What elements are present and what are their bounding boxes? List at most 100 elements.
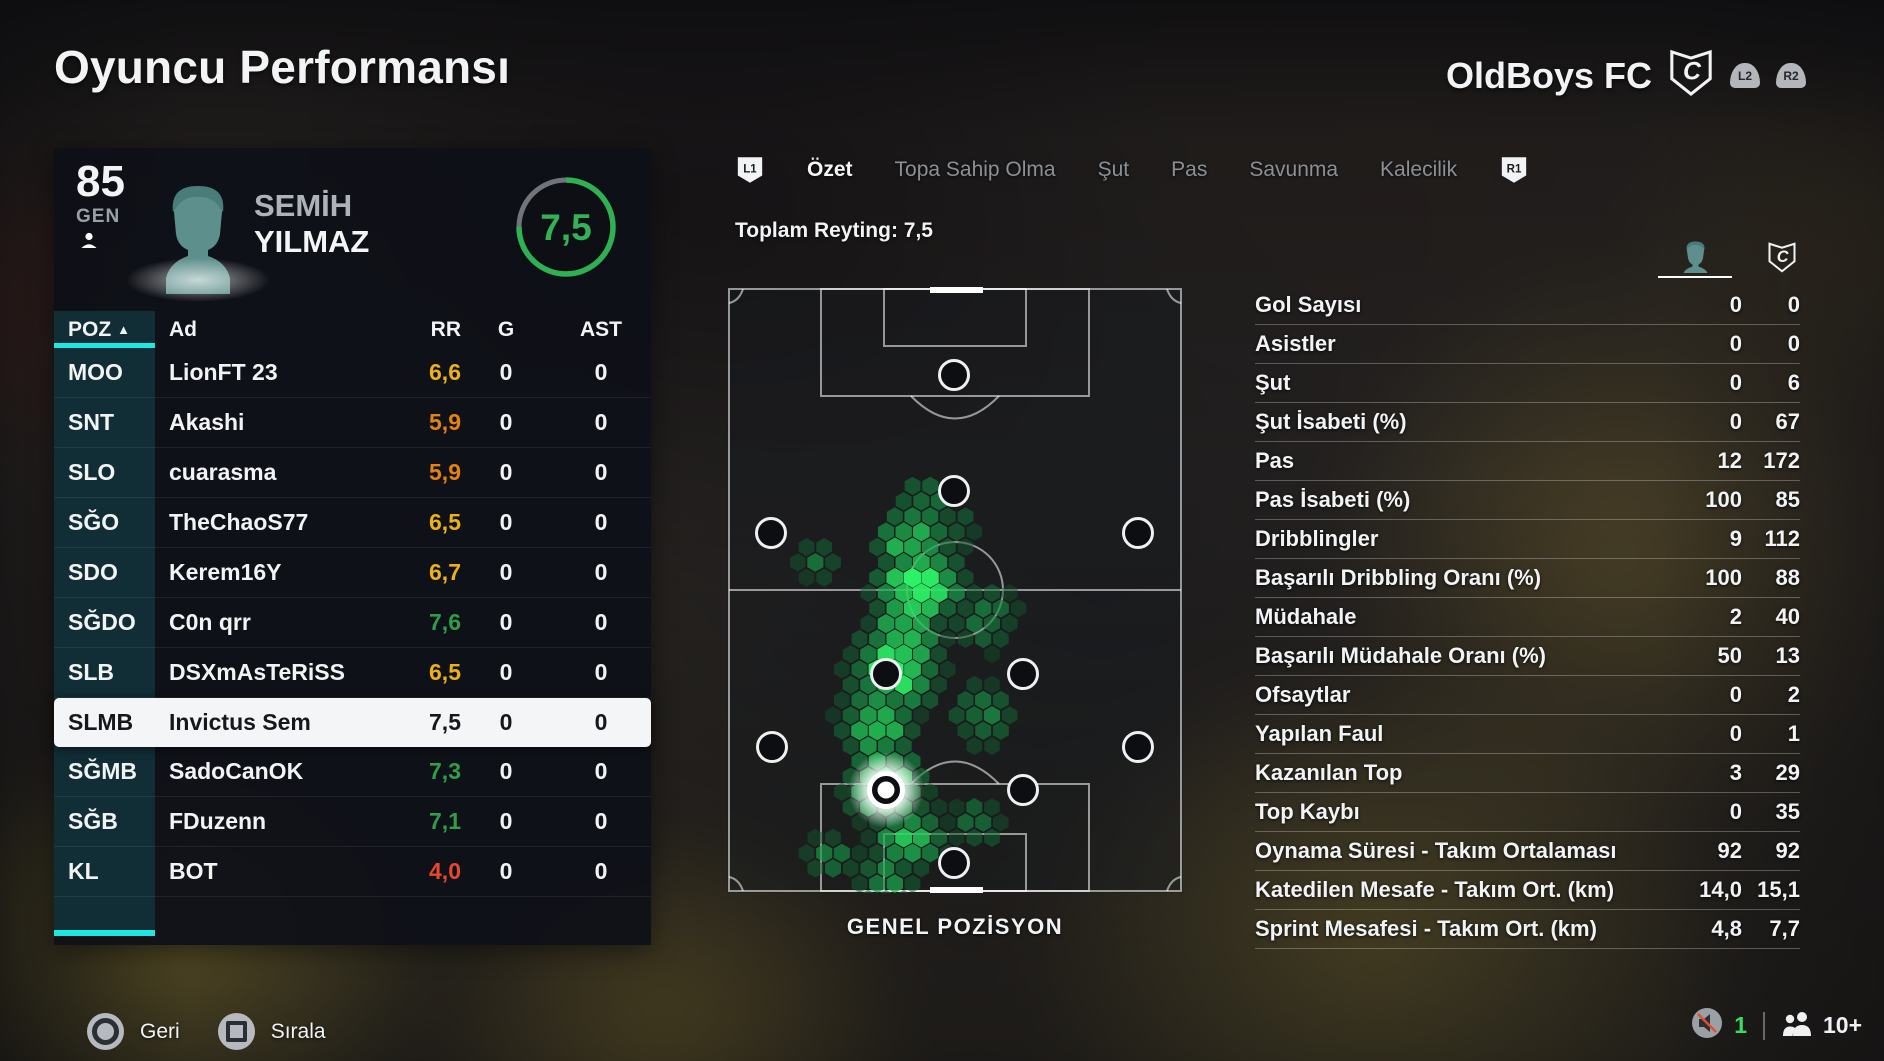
stat-row: Sprint Mesafesi - Takım Ort. (km) 4,8 7,7: [1255, 910, 1800, 949]
player-row[interactable]: MOO LionFT 23 6,6 0 0: [54, 348, 651, 398]
back-label: Geri: [140, 1019, 180, 1043]
stat-label: Şut İsabeti (%): [1255, 409, 1407, 434]
cell-name: C0n qrr: [169, 609, 251, 635]
cell-rr: 6,7: [429, 559, 461, 585]
tab-şut[interactable]: Şut: [1097, 158, 1130, 181]
player-row[interactable]: SĞB FDuzenn 7,1 0 0: [54, 797, 651, 847]
stat-player-value: 100: [1705, 487, 1742, 512]
player-column-icon[interactable]: [1658, 240, 1732, 278]
stat-team-value: 7,7: [1769, 916, 1800, 941]
cell-rr: 7,6: [429, 609, 461, 635]
scroll-indicator: [54, 930, 155, 936]
player-avatar: [126, 182, 270, 302]
square-button-icon[interactable]: [217, 1013, 255, 1050]
stat-row: Pas İsabeti (%) 100 85: [1255, 481, 1800, 520]
match-rating-ring: 7,5: [513, 174, 619, 285]
cell-name: Kerem16Y: [169, 559, 282, 585]
cell-rr: 6,5: [429, 509, 461, 535]
stat-team-value: 1: [1787, 721, 1800, 746]
tab-topa-sahip-olma[interactable]: Topa Sahip Olma: [894, 158, 1056, 181]
r2-button-icon[interactable]: R2: [1776, 63, 1806, 88]
player-row[interactable]: SDO Kerem16Y 6,7 0 0: [54, 548, 651, 598]
muted-mic-icon[interactable]: [1690, 1006, 1724, 1045]
player-dot: [755, 517, 787, 549]
cell-name: BOT: [169, 858, 218, 884]
circle-button-icon[interactable]: [87, 1013, 124, 1050]
sort-label: Sırala: [270, 1019, 326, 1043]
svg-text:7,5: 7,5: [540, 207, 591, 248]
cell-g: 0: [499, 459, 513, 485]
cell-g: 0: [499, 409, 513, 435]
player-overall-rating: 85: [76, 157, 125, 206]
cell-g: 0: [499, 709, 513, 735]
tab-özet[interactable]: Özet: [807, 158, 853, 181]
cell-rr: 5,9: [429, 409, 461, 435]
svg-text:C: C: [1777, 248, 1789, 266]
cell-poz: KL: [68, 858, 99, 884]
cell-g: 0: [499, 858, 513, 884]
stat-row: Gol Sayısı 0 0: [1255, 286, 1800, 325]
l1-button-icon[interactable]: L1: [735, 156, 765, 184]
stat-row: Başarılı Dribbling Oranı (%) 100 88: [1255, 559, 1800, 598]
column-rr[interactable]: RR: [430, 317, 461, 341]
player-dot: [1122, 517, 1154, 549]
cell-ast: 0: [594, 858, 608, 884]
tab-pas[interactable]: Pas: [1171, 158, 1208, 181]
svg-text:C: C: [1683, 58, 1702, 86]
stat-player-value: 92: [1717, 838, 1742, 863]
stat-label: Sprint Mesafesi - Takım Ort. (km): [1255, 916, 1597, 941]
stat-player-value: 100: [1705, 565, 1742, 590]
player-row[interactable]: SLMB Invictus Sem 7,5 0 0: [54, 698, 651, 747]
stat-player-value: 50: [1717, 643, 1742, 668]
player-row[interactable]: SNT Akashi 5,9 0 0: [54, 398, 651, 448]
column-g[interactable]: G: [497, 317, 515, 341]
stat-row: Asistler 0 0: [1255, 325, 1800, 364]
cell-g: 0: [499, 559, 513, 585]
stat-team-value: 15,1: [1757, 877, 1800, 902]
stat-row: Başarılı Müdahale Oranı (%) 50 13: [1255, 637, 1800, 676]
stat-player-value: 3: [1729, 760, 1742, 785]
player-row[interactable]: SĞDO C0n qrr 7,6 0 0: [54, 598, 651, 648]
cell-g: 0: [499, 659, 513, 685]
stats-column-icons: C: [1255, 200, 1800, 286]
club-column-icon[interactable]: C: [1764, 241, 1800, 274]
stat-player-value: 0: [1729, 292, 1742, 317]
stat-player-value: 14,0: [1699, 877, 1742, 902]
cell-g: 0: [499, 609, 513, 635]
player-row[interactable]: SĞMB SadoCanOK 7,3 0 0: [54, 747, 651, 797]
sort-asc-icon: ▲: [117, 322, 131, 337]
cell-poz: SĞO: [68, 509, 120, 535]
stat-label: Gol Sayısı: [1255, 292, 1362, 317]
column-ast[interactable]: AST: [580, 317, 622, 341]
player-row[interactable]: KL BOT 4,0 0 0: [54, 847, 651, 897]
column-poz[interactable]: POZ ▲: [68, 317, 131, 341]
pitch-caption: GENEL POZİSYON: [846, 914, 1064, 939]
l2-button-icon[interactable]: L2: [1730, 63, 1760, 88]
cell-name: Invictus Sem: [169, 709, 311, 735]
r1-button-icon[interactable]: R1: [1499, 156, 1529, 184]
stat-player-value: 0: [1729, 331, 1742, 356]
player-row[interactable]: SĞO TheChaoS77 6,5 0 0: [54, 498, 651, 548]
column-ad[interactable]: Ad: [169, 317, 197, 341]
stat-player-value: 0: [1729, 409, 1742, 434]
tab-kalecilik[interactable]: Kalecilik: [1380, 158, 1458, 181]
cell-poz: SLMB: [68, 709, 134, 735]
stat-team-value: 6: [1787, 370, 1800, 395]
player-row[interactable]: SLB DSXmAsTeRiSS 6,5 0 0: [54, 648, 651, 698]
cell-ast: 0: [594, 808, 608, 834]
stat-row: Şut İsabeti (%) 0 67: [1255, 403, 1800, 442]
stat-label: Pas: [1255, 448, 1295, 473]
cell-name: cuarasma: [169, 459, 277, 485]
cell-rr: 6,5: [429, 659, 461, 685]
stat-team-value: 88: [1775, 565, 1800, 590]
cell-poz: SĞMB: [68, 758, 137, 784]
tab-savunma[interactable]: Savunma: [1249, 158, 1339, 181]
footer-status: 1 10+: [1690, 1006, 1862, 1045]
player-row[interactable]: SLO cuarasma 5,9 0 0: [54, 448, 651, 498]
stats-tabbar: L1 Özet Topa Sahip Olma Şut Pas Savunma Kalec…: [735, 156, 1529, 184]
selected-column-underline: [1658, 276, 1732, 278]
cell-name: Akashi: [169, 409, 245, 435]
svg-text:R1: R1: [1507, 163, 1522, 175]
stat-label: Başarılı Müdahale Oranı (%): [1255, 643, 1546, 668]
player-dot: [1007, 774, 1039, 806]
